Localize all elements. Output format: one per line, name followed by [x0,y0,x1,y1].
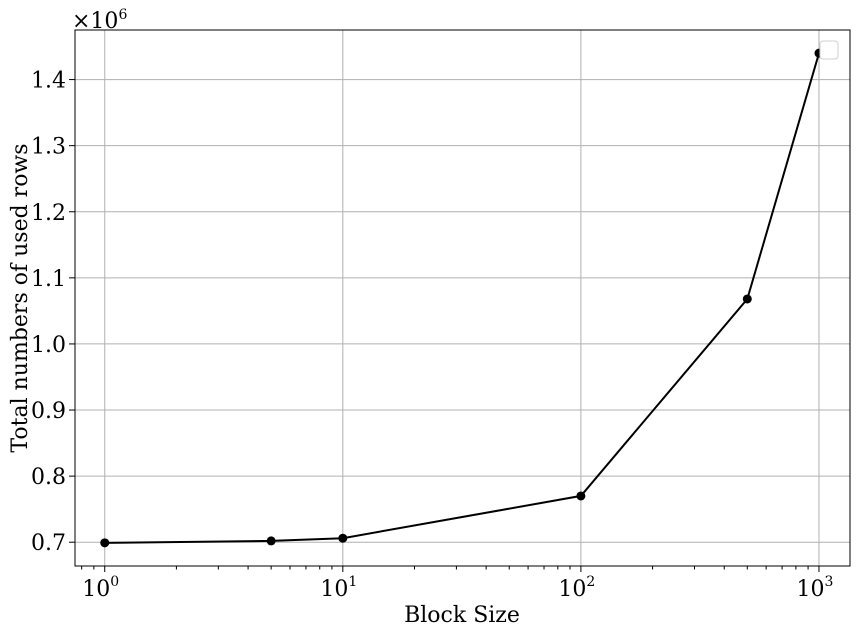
y-tick-label: 1.0 [31,333,66,358]
grid-lines [75,30,850,566]
series-layer [100,48,824,548]
y-tick-label: 0.9 [31,399,66,424]
series-line [104,52,820,544]
y-tick-label: 1.2 [31,201,66,226]
y-tick-label: 1.1 [31,267,66,292]
data-point [338,533,348,543]
data-point [266,536,276,546]
axis-ticks: 0.7 0.8 0.9 1.0 1.1 1.2 1.3 1.4 100 101 102 103 [31,69,833,602]
data-point [742,294,752,304]
y-axis-label: Total numbers of used rows [8,143,33,452]
x-tick-label: 102 [558,574,595,602]
data-point [576,491,586,501]
y-tick-label: 1.3 [31,135,66,160]
y-tick-label: 1.4 [31,69,66,94]
x-axis-label: Block Size [404,603,520,628]
x-tick-label: 100 [82,574,119,602]
legend-box [819,40,839,60]
y-tick-label: 0.8 [31,465,66,490]
x-tick-label: 101 [320,574,357,602]
plot-frame [74,29,851,567]
y-multiplier: ×106 [72,7,127,34]
data-point [100,538,110,548]
y-tick-label: 0.7 [31,531,66,556]
x-tick-label: 103 [797,574,834,602]
